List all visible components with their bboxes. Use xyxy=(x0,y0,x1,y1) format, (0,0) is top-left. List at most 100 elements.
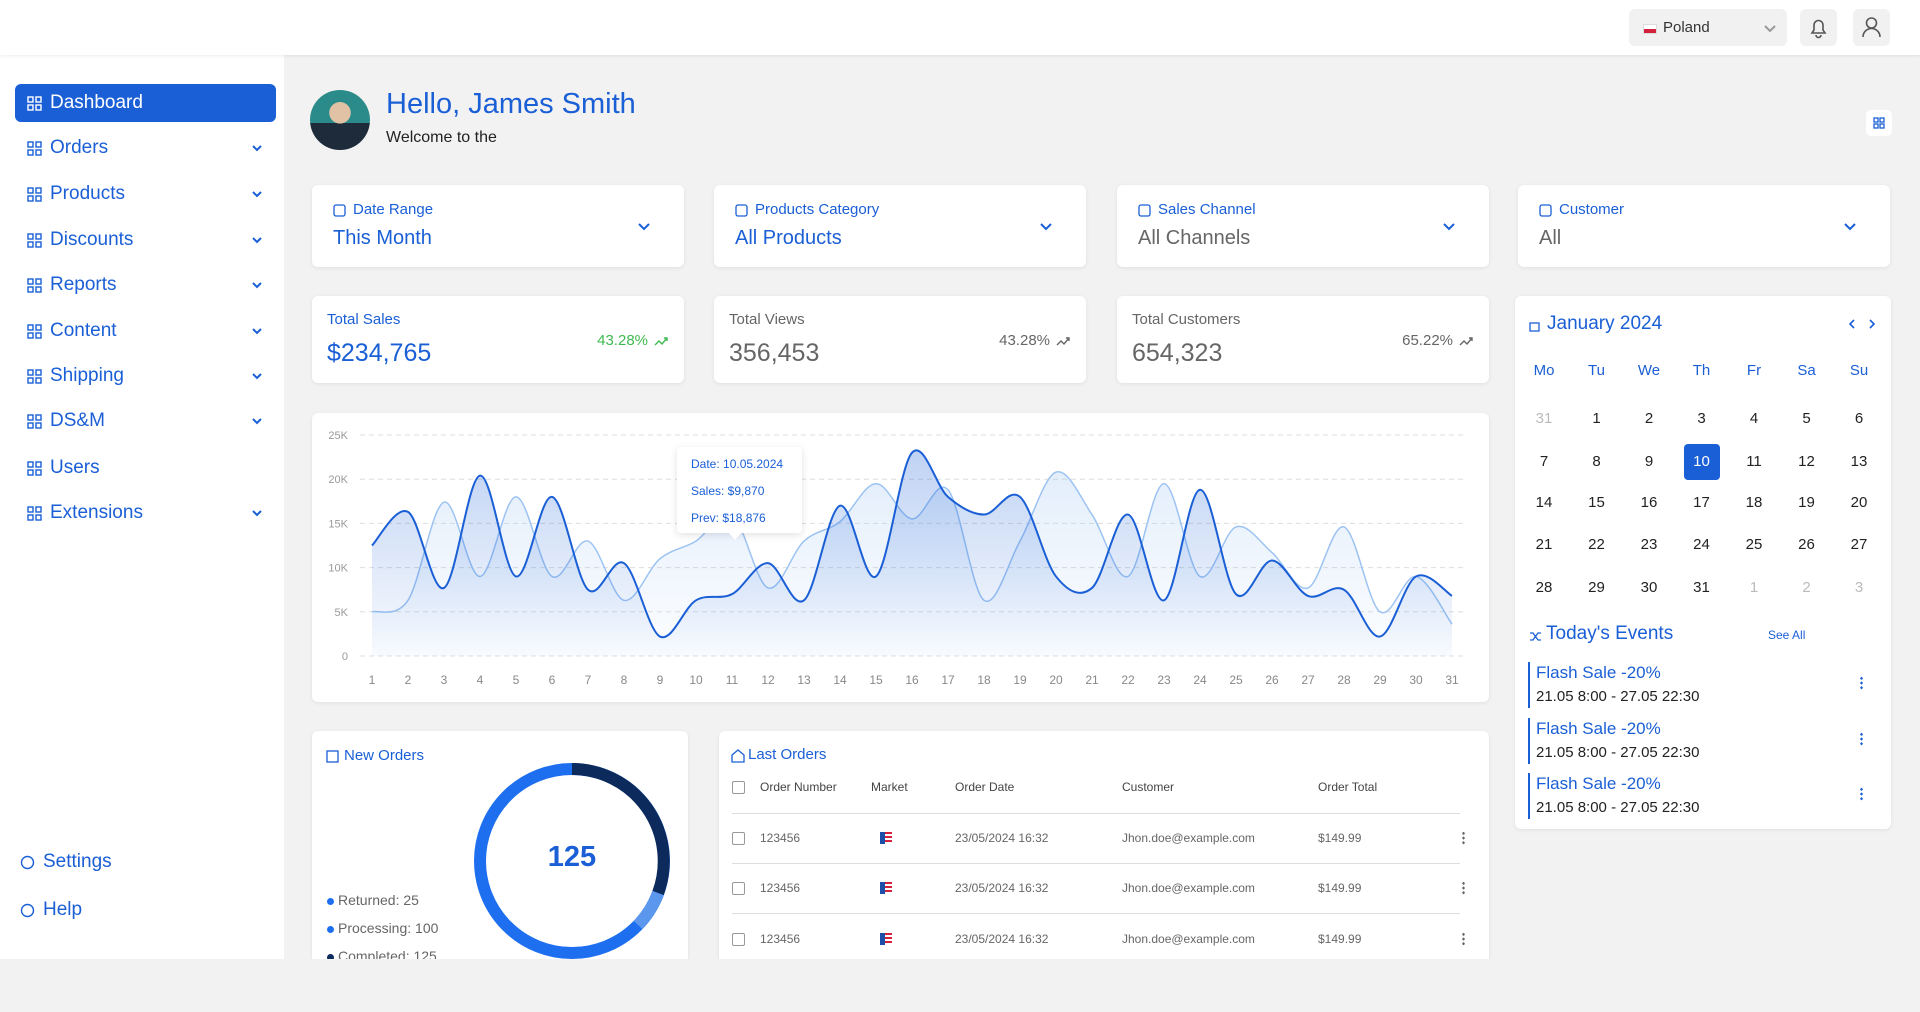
day[interactable]: 2 xyxy=(1644,410,1654,427)
stat-change: 43.28% xyxy=(999,332,1050,349)
x-tick-label: 30 xyxy=(1409,673,1423,687)
market-flag xyxy=(880,882,892,894)
donut xyxy=(472,761,672,959)
nav-icon xyxy=(27,461,42,481)
footer-icon xyxy=(20,855,35,875)
day[interactable]: 30 xyxy=(1640,579,1658,596)
event-menu[interactable] xyxy=(1860,676,1863,690)
nav-icon xyxy=(27,278,42,298)
nav-item[interactable]: Orders xyxy=(15,129,276,167)
top-bar: Poland xyxy=(0,0,1920,55)
weekday: Mo xyxy=(1533,362,1555,379)
day[interactable]: 18 xyxy=(1745,494,1763,511)
new-orders-card: New Orders 125 Returned: 25 Processing: 100… xyxy=(312,731,688,959)
cell: 23/05/2024 16:32 xyxy=(955,881,1049,895)
day[interactable]: 31 xyxy=(1535,410,1553,427)
user-button[interactable] xyxy=(1853,9,1890,46)
checkbox[interactable] xyxy=(732,781,745,794)
nav-label: Reports xyxy=(50,274,117,295)
day[interactable]: 8 xyxy=(1592,453,1601,470)
checkbox[interactable] xyxy=(732,882,745,895)
footer-item[interactable]: Settings xyxy=(20,849,220,875)
day[interactable]: 20 xyxy=(1850,494,1868,511)
day[interactable]: 28 xyxy=(1535,579,1553,596)
nav-item[interactable]: Discounts xyxy=(15,221,276,259)
filter-card[interactable]: Customer All xyxy=(1518,185,1890,267)
filter-value: All Channels xyxy=(1138,227,1251,249)
day[interactable]: 14 xyxy=(1535,494,1553,511)
cell: 23/05/2024 16:32 xyxy=(955,831,1049,845)
row-divider xyxy=(732,913,1460,914)
nav-item[interactable]: Dashboard xyxy=(15,84,276,122)
nav-item[interactable]: Shipping xyxy=(15,357,276,395)
nav-label: Content xyxy=(50,320,117,341)
nav-item[interactable]: Reports xyxy=(15,266,276,304)
day[interactable]: 31 xyxy=(1693,579,1710,596)
tooltip-line: Date: 10.05.2024 xyxy=(691,457,784,471)
filter-card[interactable]: Date Range This Month xyxy=(312,185,684,267)
cell: Jhon.doe@example.com xyxy=(1122,831,1255,845)
day[interactable]: 9 xyxy=(1644,453,1654,470)
calendar-nav[interactable] xyxy=(1866,317,1878,336)
cell: 123456 xyxy=(760,932,801,946)
notifications-button[interactable] xyxy=(1800,9,1837,46)
day[interactable]: 1 xyxy=(1749,579,1759,596)
day[interactable]: 17 xyxy=(1693,494,1710,511)
x-tick-label: 3 xyxy=(441,673,448,687)
filter-card[interactable]: Products Category All Products xyxy=(714,185,1086,267)
day[interactable]: 10 xyxy=(1693,453,1710,470)
day[interactable]: 5 xyxy=(1802,410,1811,427)
nav-item[interactable]: Content xyxy=(15,312,276,350)
nav-item[interactable]: DS&M xyxy=(15,402,276,440)
row-menu[interactable] xyxy=(1462,831,1465,845)
row-menu[interactable] xyxy=(1462,881,1465,895)
calendar-nav[interactable] xyxy=(1846,317,1858,336)
day[interactable]: 2 xyxy=(1802,579,1811,596)
day[interactable]: 1 xyxy=(1592,410,1601,427)
stat-value: 356,453 xyxy=(729,339,820,367)
x-tick-label: 10 xyxy=(689,673,703,687)
row-divider xyxy=(732,813,1460,814)
footer-item[interactable]: Help xyxy=(20,897,220,923)
nav-item[interactable]: Products xyxy=(15,175,276,213)
day[interactable]: 3 xyxy=(1697,410,1706,427)
day[interactable]: 11 xyxy=(1746,453,1762,470)
x-tick-label: 28 xyxy=(1337,673,1351,687)
day[interactable]: 21 xyxy=(1535,536,1553,553)
day[interactable]: 26 xyxy=(1798,536,1815,553)
day[interactable]: 4 xyxy=(1749,410,1759,427)
event-menu[interactable] xyxy=(1860,731,1863,746)
day[interactable]: 12 xyxy=(1798,453,1815,470)
day[interactable]: 15 xyxy=(1588,494,1605,511)
day[interactable]: 22 xyxy=(1588,536,1605,553)
nav-item[interactable]: Extensions xyxy=(15,494,276,532)
checkbox[interactable] xyxy=(732,832,745,845)
country-select[interactable]: Poland xyxy=(1629,9,1787,46)
see-all[interactable]: See All xyxy=(1768,628,1806,642)
weekday: Sa xyxy=(1797,362,1816,379)
events-title: Today's Events xyxy=(1546,623,1674,644)
day[interactable]: 19 xyxy=(1798,494,1815,511)
day[interactable]: 25 xyxy=(1745,536,1763,553)
day[interactable]: 29 xyxy=(1588,579,1605,596)
filter-value: This Month xyxy=(333,227,432,249)
event-bar xyxy=(1528,717,1530,764)
row-menu[interactable] xyxy=(1462,932,1465,946)
nav-item[interactable]: Users xyxy=(15,449,276,487)
nav-chevron xyxy=(251,278,263,296)
day[interactable]: 3 xyxy=(1854,579,1864,596)
x-tick-label: 15 xyxy=(869,673,883,687)
day[interactable]: 13 xyxy=(1850,453,1868,470)
x-tick-label: 6 xyxy=(549,673,556,687)
event-menu[interactable] xyxy=(1860,787,1863,801)
day[interactable]: 7 xyxy=(1539,453,1549,470)
day[interactable]: 16 xyxy=(1640,494,1658,511)
checkbox[interactable] xyxy=(732,933,745,946)
day[interactable]: 6 xyxy=(1854,410,1864,427)
day[interactable]: 27 xyxy=(1850,536,1868,553)
nav-chevron xyxy=(251,506,263,524)
filter-card[interactable]: Sales Channel All Channels xyxy=(1117,185,1489,267)
layout-button[interactable] xyxy=(1866,110,1892,136)
day[interactable]: 24 xyxy=(1693,536,1710,553)
day[interactable]: 23 xyxy=(1640,536,1658,553)
